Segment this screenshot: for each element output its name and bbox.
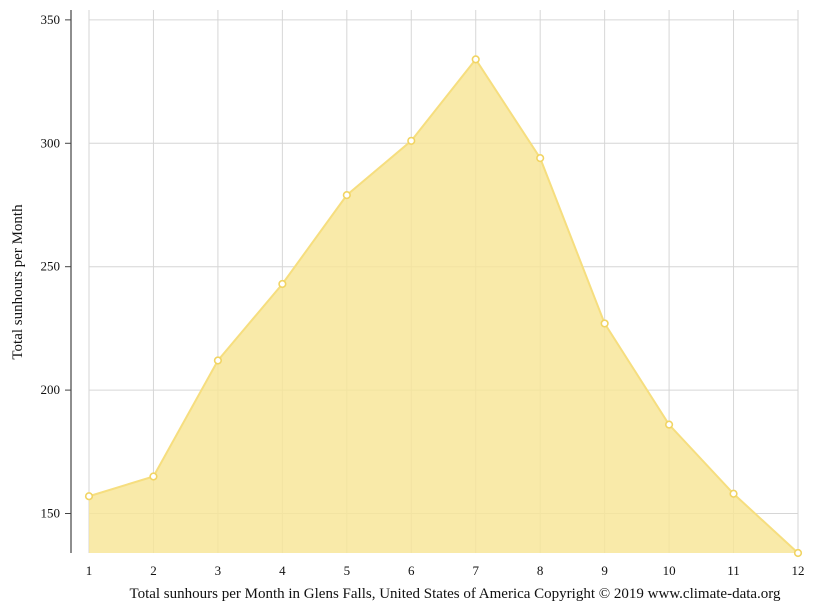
- data-point: [213, 356, 223, 365]
- axis-layer: [65, 10, 72, 553]
- y-tick-label: 200: [41, 382, 61, 397]
- x-tick-label: 1: [86, 563, 93, 578]
- x-tick-label: 4: [279, 563, 286, 578]
- x-tick-label: 7: [472, 563, 479, 578]
- y-tick-label: 250: [41, 259, 61, 274]
- marker-layer: [84, 55, 803, 558]
- x-tick-label: 10: [663, 563, 676, 578]
- x-tick-label: 8: [537, 563, 544, 578]
- data-point: [407, 136, 416, 145]
- chart-caption: Total sunhours per Month in Glens Falls,…: [129, 586, 781, 602]
- sunhours-area: [89, 59, 798, 553]
- data-point: [84, 492, 94, 501]
- y-tick-label: 350: [41, 12, 61, 27]
- data-point: [729, 489, 738, 498]
- x-tick-label: 12: [792, 563, 805, 578]
- data-point: [600, 319, 609, 328]
- x-tick-label: 6: [408, 563, 415, 578]
- y-axis-title: Total sunhours per Month: [10, 204, 26, 360]
- x-tick-label: 9: [601, 563, 608, 578]
- x-tick-label: 5: [344, 563, 351, 578]
- data-point: [149, 472, 158, 481]
- area-layer: [88, 57, 799, 554]
- data-point: [536, 153, 545, 163]
- data-point: [471, 55, 480, 64]
- data-point: [664, 420, 674, 429]
- data-point: [278, 279, 287, 289]
- sunhours-line: [88, 57, 799, 554]
- data-point: [793, 548, 803, 558]
- x-tick-label: 3: [215, 563, 222, 578]
- x-tick-label: 11: [727, 563, 740, 578]
- y-tick-label: 150: [41, 506, 61, 521]
- x-tick-label: 2: [150, 563, 157, 578]
- y-tick-label: 300: [41, 135, 61, 150]
- data-point: [342, 191, 351, 200]
